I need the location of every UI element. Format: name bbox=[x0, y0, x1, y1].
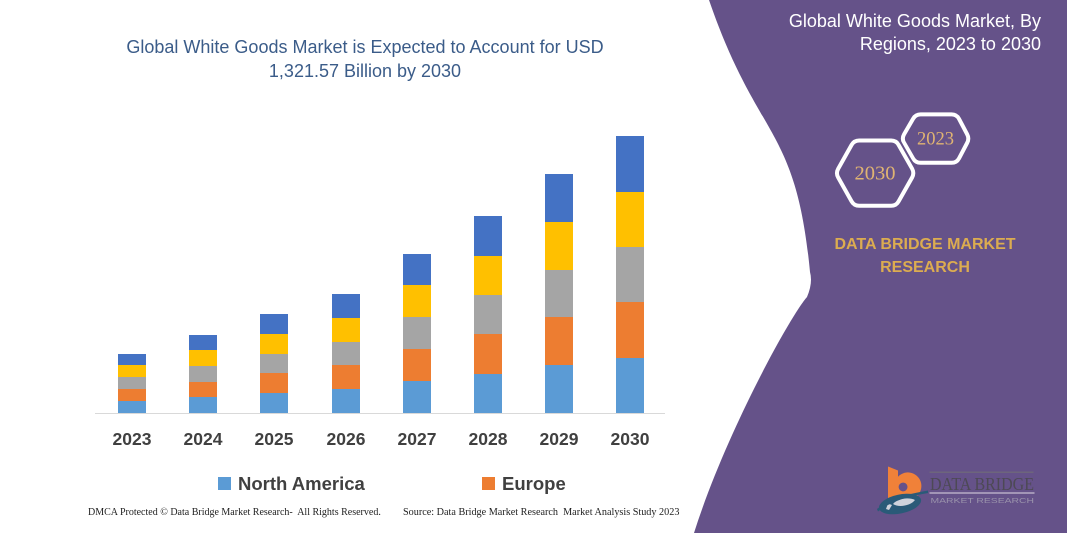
svg-text:2023: 2023 bbox=[917, 130, 954, 150]
svg-text:MARKET RESEARCH: MARKET RESEARCH bbox=[931, 496, 1035, 505]
svg-text:2030: 2030 bbox=[855, 163, 896, 185]
svg-text:DATA BRIDGE: DATA BRIDGE bbox=[930, 474, 1034, 494]
